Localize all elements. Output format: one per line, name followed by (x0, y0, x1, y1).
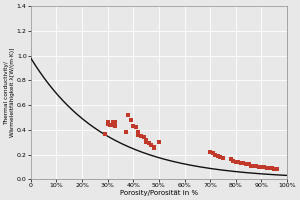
Point (267, 167, 272, 170)
Point (152, 146, 156, 149)
Point (110, 123, 115, 126)
Point (236, 160, 241, 164)
Point (210, 152, 215, 155)
Point (139, 134, 143, 138)
Point (105, 122, 110, 125)
Point (144, 138, 148, 141)
Point (262, 165, 266, 169)
Point (256, 165, 261, 169)
Point (213, 153, 218, 156)
Point (141, 136, 146, 139)
Point (126, 113, 130, 117)
Point (254, 164, 259, 167)
Point (144, 141, 148, 144)
Point (241, 162, 246, 165)
Point (149, 143, 154, 146)
Point (105, 121, 110, 124)
Point (272, 168, 277, 171)
Point (215, 154, 220, 157)
Point (146, 142, 151, 145)
Point (208, 150, 213, 154)
Point (259, 165, 264, 169)
Point (218, 155, 223, 159)
Point (264, 167, 269, 170)
Point (113, 121, 118, 124)
Point (123, 131, 128, 134)
Point (113, 125, 118, 128)
Point (238, 162, 243, 165)
Point (136, 133, 141, 136)
Point (246, 163, 251, 166)
Point (231, 159, 236, 162)
X-axis label: Porosity/Porosität in %: Porosity/Porosität in % (120, 190, 198, 196)
Point (131, 125, 136, 128)
Point (110, 121, 115, 124)
Point (220, 157, 225, 160)
Point (249, 164, 254, 167)
Point (233, 160, 238, 164)
Point (103, 132, 107, 135)
Point (244, 163, 248, 166)
Point (134, 126, 138, 129)
Point (152, 147, 156, 150)
Point (128, 118, 133, 122)
Y-axis label: Thermal conductivity/
Wärmeleitfähigkeit λ[W/(m·K)]: Thermal conductivity/ Wärmeleitfähigkeit… (4, 48, 15, 137)
Point (228, 158, 233, 161)
Point (269, 167, 274, 170)
Point (157, 141, 161, 144)
Point (274, 168, 279, 171)
Point (108, 123, 112, 126)
Point (136, 131, 141, 134)
Point (251, 164, 256, 167)
